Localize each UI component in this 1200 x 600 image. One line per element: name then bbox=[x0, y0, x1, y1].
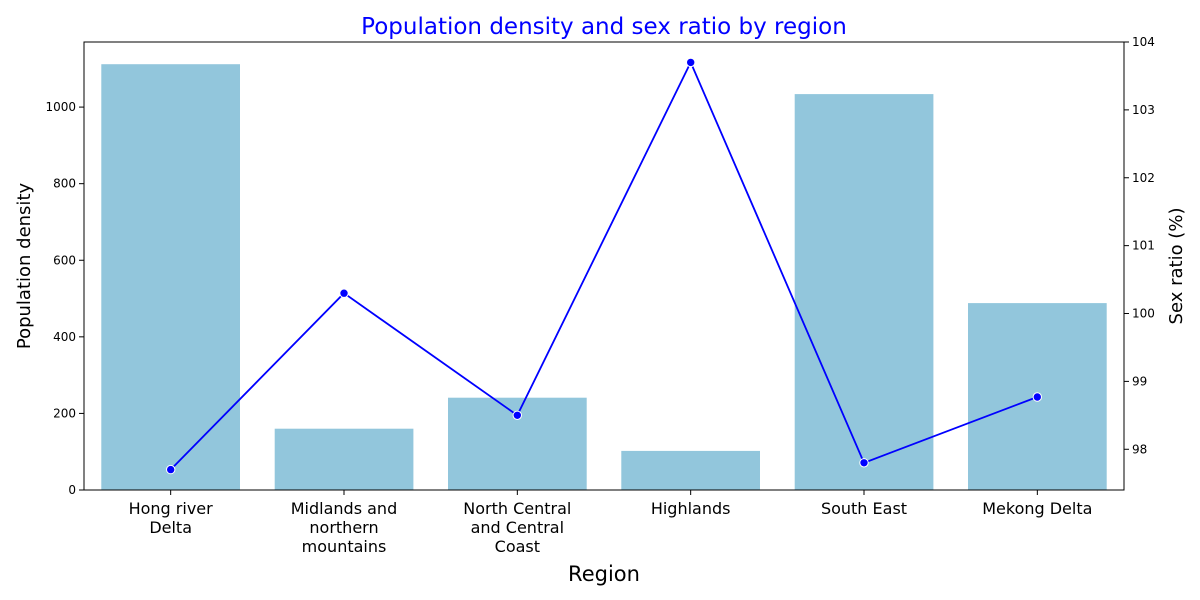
x-tick-label: Highlands bbox=[651, 499, 731, 518]
y-tick-label: 0 bbox=[68, 483, 76, 497]
left-y-axis: 0 200 400 600 800 1000 bbox=[45, 100, 84, 497]
sex-ratio-point-3 bbox=[512, 410, 522, 420]
bar-4 bbox=[621, 450, 760, 490]
y-axis-title: Population density bbox=[14, 183, 35, 350]
bar-1 bbox=[101, 64, 240, 490]
x-tick-label: Midlands and northern mountains bbox=[291, 499, 397, 556]
x-tick-label: Mekong Delta bbox=[982, 499, 1092, 518]
sex-ratio-point-1 bbox=[166, 464, 176, 475]
y-tick-label: 600 bbox=[53, 253, 76, 267]
x-tick-label: Hong river Delta bbox=[129, 499, 214, 537]
plot-frame bbox=[83, 41, 1125, 491]
sex-ratio-point-4 bbox=[686, 57, 696, 68]
sex-ratio-point-6 bbox=[1032, 392, 1043, 402]
y2-tick-label: 104 bbox=[1132, 35, 1155, 49]
chart-title: Population density and sex ratio by regi… bbox=[361, 14, 847, 40]
y2-tick-label: 98 bbox=[1132, 442, 1147, 456]
bar-2 bbox=[274, 428, 414, 490]
sex-ratio-point-5 bbox=[859, 458, 869, 468]
x-axis-title: Region bbox=[568, 562, 640, 586]
sex-ratio-point-2 bbox=[339, 288, 349, 298]
y2-tick-label: 103 bbox=[1132, 103, 1155, 117]
y-tick-label: 1000 bbox=[45, 100, 76, 114]
bar-5 bbox=[794, 94, 934, 490]
bar-group bbox=[101, 64, 1107, 490]
sex-ratio-line-group bbox=[166, 57, 1043, 475]
y-tick-label: 400 bbox=[53, 330, 76, 344]
y2-tick-label: 100 bbox=[1132, 307, 1155, 321]
y2-tick-label: 101 bbox=[1132, 239, 1155, 253]
y2-tick-label: 99 bbox=[1132, 374, 1147, 388]
x-axis: Hong river Delta Midlands and northern mount… bbox=[129, 490, 1092, 556]
y2-tick-label: 102 bbox=[1132, 171, 1155, 185]
y-tick-label: 800 bbox=[53, 177, 76, 191]
right-y-axis: 98 99 100 101 102 103 104 bbox=[1124, 35, 1155, 456]
x-tick-label: South East bbox=[821, 499, 907, 518]
x-tick-label: North Central and Central Coast bbox=[463, 499, 571, 556]
y-tick-label: 200 bbox=[53, 406, 76, 420]
sex-ratio-line bbox=[170, 60, 1038, 471]
y2-axis-title: Sex ratio (%) bbox=[1166, 208, 1187, 325]
